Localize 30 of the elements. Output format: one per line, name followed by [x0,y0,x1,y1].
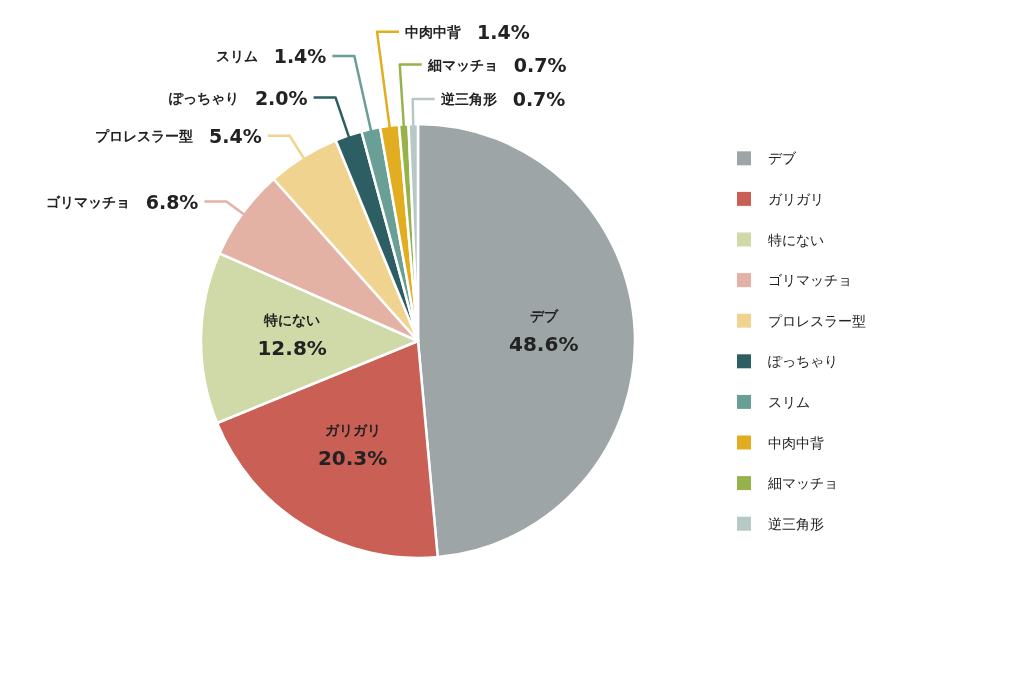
data-label: 5.4% [209,124,262,147]
data-label: 2.0% [254,86,308,109]
legend-label: ゴリマッチョ [768,272,852,289]
legend-label: 逆三角形 [768,515,824,532]
legend-label: 特にない [768,231,824,248]
category-label: ぽっちゃり [168,89,239,106]
category-label: プロレスラー型 [95,127,194,144]
data-label: 1.4% [273,45,327,68]
legend-label: ぽっちゃり [768,353,838,370]
data-label: 6.8% [145,190,199,213]
slice-label: 中肉中背 [404,23,462,40]
data-label: 1.4% [476,20,530,43]
category-label: スリム [215,48,258,65]
legend-label: 細マッチョ [767,475,838,492]
data-label: 48.6% [509,332,579,357]
data-label: 20.3% [317,445,388,470]
slice-label: 逆三角形 [439,91,497,108]
slice-label: 特にない [263,312,321,329]
data-label: 0.7% [513,53,567,76]
slice-label: デブ [529,308,559,325]
category-label: ゴリマッチョ [45,193,130,210]
legend-label: スリム [768,393,810,410]
slice-label: ガリガリ [324,421,381,438]
legend-label: 中肉中背 [768,434,824,451]
legend-label: プロレスラー型 [768,312,866,329]
legend-label: ガリガリ [768,190,824,207]
slice-label: 細マッチョ [426,56,498,73]
legend-label: デブ [768,150,797,167]
data-label: 0.7% [512,88,566,111]
data-label: 12.8% [257,336,327,361]
